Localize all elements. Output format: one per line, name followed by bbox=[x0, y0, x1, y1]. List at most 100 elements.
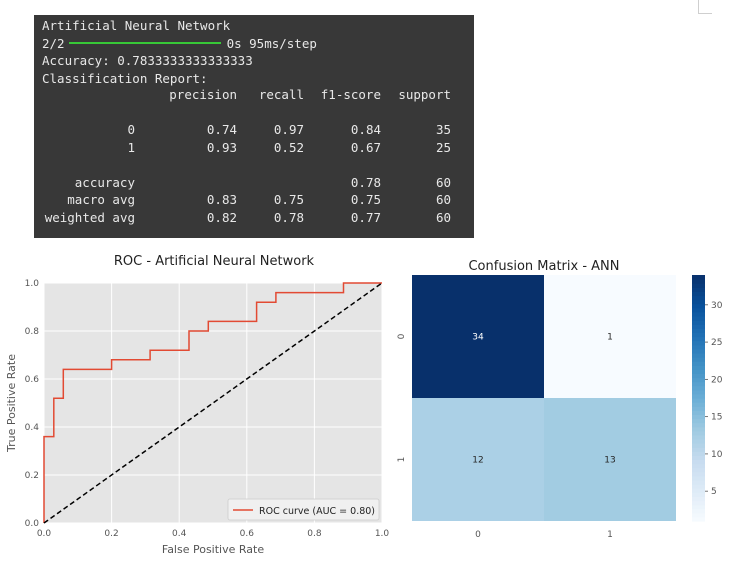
chance-diagonal-line bbox=[43, 282, 383, 524]
cm-colorbar-segment bbox=[692, 443, 705, 448]
progress-line: 2/2 0s 95ms/step bbox=[42, 35, 317, 53]
cm-colorbar-segment bbox=[692, 418, 705, 424]
accuracy-line: Accuracy: 0.7833333333333333 bbox=[42, 53, 253, 68]
report-row-label: accuracy bbox=[74, 174, 135, 190]
report-cell: 60 bbox=[435, 174, 451, 190]
cm-x-tick-label: 0 bbox=[475, 530, 481, 540]
confusion-matrix-chart: Confusion Matrix - ANN 34 112 130 101 51015… bbox=[397, 259, 723, 540]
report-column-header: recall bbox=[258, 87, 304, 102]
cm-cells: 34 1 12 13 0 1 0 1 bbox=[397, 275, 676, 540]
roc-x-tick-label: 0.8 bbox=[307, 529, 322, 539]
cm-colorbar-segment bbox=[692, 434, 705, 440]
progress-count: 2/2 bbox=[42, 35, 65, 51]
roc-y-tick-label: 0.8 bbox=[25, 327, 40, 337]
cm-cell bbox=[544, 398, 676, 521]
cm-colorbar-segment bbox=[692, 455, 705, 461]
roc-chart: ROC - Artificial Neural Network 0.0 0.2 0.… bbox=[5, 254, 390, 556]
console-output: Artificial Neural Network 2/2 0s 95ms/ste… bbox=[34, 15, 474, 238]
cm-colorbar-segment bbox=[692, 336, 705, 342]
roc-y-tick-label: 0.6 bbox=[25, 375, 40, 385]
cm-colorbar-segment bbox=[692, 471, 705, 477]
roc-legend: ROC curve (AUC = 0.80) bbox=[227, 498, 380, 521]
cm-cell bbox=[412, 398, 544, 521]
cm-title: Confusion Matrix - ANN bbox=[468, 259, 619, 274]
cm-y-tick-label: 1 bbox=[397, 457, 407, 463]
cm-colorbar-segment bbox=[692, 324, 705, 329]
report-row-label: weighted avg bbox=[44, 209, 135, 225]
cm-cell-value: 34 bbox=[472, 333, 484, 343]
progress-bar bbox=[68, 42, 221, 44]
cm-colorbar-tick-label: 5 bbox=[711, 487, 717, 497]
report-cell: 0.75 bbox=[350, 192, 381, 207]
roc-y-tick-label: 0.0 bbox=[25, 519, 40, 529]
roc-x-tick-label: 0.4 bbox=[172, 529, 187, 539]
cm-colorbar-segment bbox=[692, 348, 705, 354]
cm-colorbar-tick-label: 15 bbox=[711, 413, 722, 423]
cm-cell bbox=[544, 275, 676, 398]
report-cell: 0.93 bbox=[206, 139, 237, 155]
roc-y-tick-label: 1.0 bbox=[25, 279, 40, 289]
cm-cell bbox=[412, 275, 544, 398]
cm-colorbar-segment bbox=[692, 295, 705, 301]
report-cell: 0.67 bbox=[350, 139, 381, 155]
cm-colorbar-tick-label: 25 bbox=[711, 338, 722, 348]
report-row-label: macro avg bbox=[67, 192, 135, 207]
report-cell: 60 bbox=[435, 192, 451, 207]
cm-colorbar-segment bbox=[692, 352, 705, 358]
roc-y-tick-label: 0.4 bbox=[25, 423, 40, 433]
cm-colorbar-segment bbox=[692, 361, 705, 366]
roc-x-tick-label: 0.2 bbox=[104, 529, 118, 539]
report-cell: 0.83 bbox=[206, 192, 237, 207]
report-cell: 0.97 bbox=[273, 122, 304, 137]
report-cell: 0.84 bbox=[350, 122, 381, 137]
cm-colorbar-segment bbox=[692, 451, 705, 456]
cm-colorbar-segment bbox=[692, 307, 705, 313]
cm-colorbar-segment bbox=[692, 410, 705, 415]
report-cell: 0.78 bbox=[350, 174, 381, 190]
cm-colorbar-segment bbox=[692, 488, 705, 493]
roc-lines bbox=[43, 282, 383, 524]
cm-colorbar-segment bbox=[692, 459, 705, 465]
cm-colorbar-segment bbox=[692, 320, 705, 325]
cm-colorbar-segment bbox=[692, 332, 705, 338]
cm-colorbar-tick-label: 10 bbox=[711, 450, 723, 460]
report-cell: 0.74 bbox=[206, 122, 237, 137]
cm-colorbar-segment bbox=[692, 385, 705, 391]
report-column-header: support bbox=[398, 87, 451, 102]
cm-colorbar-segment bbox=[692, 340, 705, 346]
cm-colorbar-segment bbox=[692, 389, 705, 395]
report-cell: 0.52 bbox=[273, 139, 304, 155]
report-cell: 35 bbox=[435, 122, 451, 137]
cm-colorbar-segment bbox=[692, 303, 705, 309]
report-column-header: f1-score bbox=[320, 87, 381, 102]
cm-colorbar: 5 10 15 20 25 30 bbox=[692, 275, 723, 522]
report-row-label: 0 bbox=[127, 122, 135, 137]
cm-colorbar-segment bbox=[692, 283, 705, 288]
roc-y-label: True Positive Rate bbox=[5, 354, 18, 453]
cm-x-tick-label: 1 bbox=[607, 530, 613, 540]
roc-x-tick-label: 0.0 bbox=[37, 529, 52, 539]
cm-colorbar-segment bbox=[692, 377, 705, 383]
cm-colorbar-segment bbox=[692, 447, 705, 452]
cm-colorbar-segment bbox=[692, 492, 705, 497]
cm-colorbar-segment bbox=[692, 512, 705, 518]
legend-label-roc: ROC curve (AUC = 0.80) bbox=[259, 506, 375, 517]
cm-colorbar-segment bbox=[692, 422, 705, 428]
cm-colorbar-segment bbox=[692, 508, 705, 514]
page-corner-mark bbox=[698, 0, 712, 14]
cm-colorbar-segment bbox=[692, 357, 705, 362]
cm-colorbar-segment bbox=[692, 365, 705, 370]
cm-cell-value: 13 bbox=[604, 456, 615, 466]
cm-colorbar-segment bbox=[692, 426, 705, 432]
roc-ticks: 0.0 0.2 0.4 0.6 0.8 1.0 0.0 0.2 0.4 0.6 0.8 1.0 bbox=[25, 279, 390, 539]
roc-x-tick-label: 0.6 bbox=[240, 529, 255, 539]
cm-colorbar-segment bbox=[692, 275, 705, 280]
cm-colorbar-segment bbox=[692, 369, 705, 374]
cm-colorbar-segment bbox=[692, 328, 705, 333]
cm-colorbar-segment bbox=[692, 373, 705, 379]
cm-colorbar-segment bbox=[692, 516, 705, 522]
report-cell: 0.77 bbox=[350, 209, 381, 225]
cm-colorbar-segment bbox=[692, 279, 705, 284]
cm-colorbar-segment bbox=[692, 496, 705, 502]
cm-colorbar-segment bbox=[692, 381, 705, 387]
